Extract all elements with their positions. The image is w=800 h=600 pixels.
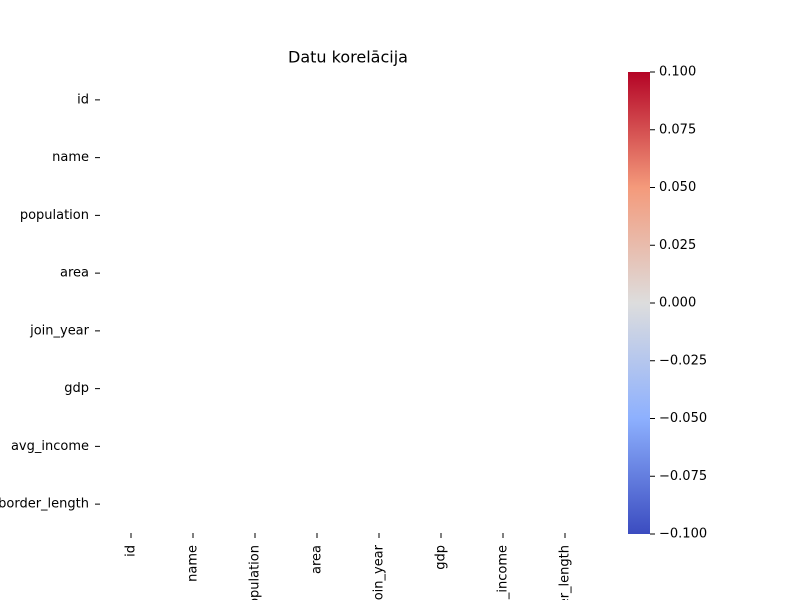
colorbar-tick-label: −0.050	[659, 411, 707, 426]
colorbar-tick-label: 0.100	[659, 65, 696, 80]
y-tick-label: id	[77, 92, 89, 107]
x-tick-label: population	[248, 545, 263, 600]
x-tick-label: border_length	[558, 545, 573, 600]
y-tick-label: population	[20, 208, 89, 223]
y-tick-label: gdp	[64, 381, 89, 396]
x-tick-label: join_year	[372, 544, 387, 600]
colorbar-tick-label: −0.100	[659, 527, 707, 542]
y-tick-label: name	[52, 150, 89, 165]
y-tick-label: join_year	[29, 323, 90, 338]
x-tick-label: avg_income	[496, 545, 511, 600]
y-tick-label: border_length	[0, 497, 89, 512]
colorbar-tick-label: 0.025	[659, 238, 696, 253]
colorbar-tick-label: 0.000	[659, 296, 696, 311]
colorbar	[628, 72, 650, 534]
x-tick-label: name	[186, 545, 201, 582]
y-tick-label: area	[60, 266, 89, 281]
colorbar-tick-label: −0.075	[659, 469, 707, 484]
x-tick-label: gdp	[434, 545, 449, 570]
x-tick-label: id	[124, 545, 139, 557]
colorbar-tick-label: 0.050	[659, 180, 696, 195]
chart-title: Datu korelācija	[288, 48, 408, 67]
colorbar-tick-label: −0.025	[659, 353, 707, 368]
y-tick-label: avg_income	[11, 439, 89, 454]
x-tick-label: area	[310, 545, 325, 574]
colorbar-tick-label: 0.075	[659, 122, 696, 137]
